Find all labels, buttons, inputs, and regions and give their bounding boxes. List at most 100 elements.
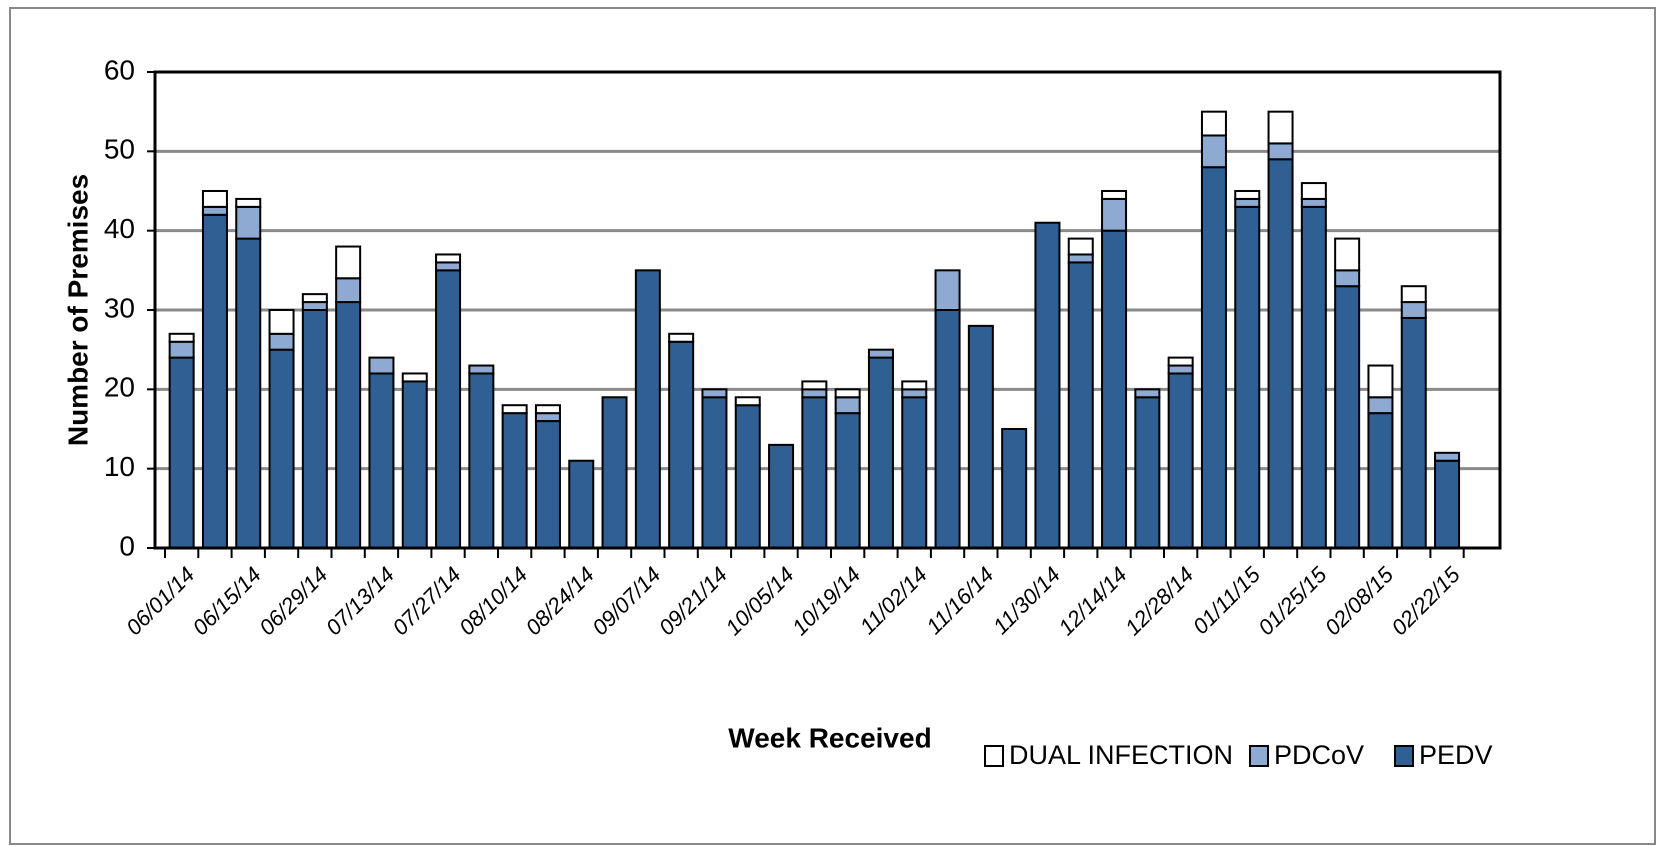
bar-segment [901, 396, 928, 549]
x-tick-label: 01/11/15 [1188, 561, 1266, 639]
bar-segment [534, 412, 561, 423]
bar-segment [801, 380, 828, 391]
x-tick-label: 07/27/14 [387, 562, 465, 640]
bar-segment [1334, 269, 1361, 288]
bar-segment [435, 261, 462, 272]
bar-segment [1200, 166, 1227, 549]
bar-segment [201, 205, 228, 216]
x-tick-label: 09/21/14 [654, 562, 732, 640]
x-tick-label: 01/25/15 [1253, 561, 1332, 640]
bar-segment [335, 301, 362, 550]
bar-segment [934, 269, 961, 312]
bar-segment [1234, 197, 1261, 208]
bar-segment [1400, 301, 1427, 319]
bar-segment [435, 253, 462, 264]
legend-swatch [1394, 745, 1414, 767]
x-tick-label: 10/19/14 [787, 562, 865, 640]
bar-segment [1267, 158, 1294, 549]
bar-segment [1167, 372, 1194, 550]
bar-segment [801, 388, 828, 399]
bar-segment [468, 372, 495, 550]
y-axis-title: Number of Premises [62, 174, 93, 446]
bar-segment [1300, 182, 1327, 200]
bar-segment [435, 269, 462, 549]
frame [9, 7, 1656, 845]
x-tick-label: 11/02/14 [855, 562, 932, 639]
x-tick-label: 09/07/14 [587, 562, 665, 640]
bar-segment [368, 356, 395, 375]
legend-label: DUAL INFECTION [1009, 740, 1233, 770]
x-axis-title: Week Received [728, 722, 931, 753]
legend-label: PDCoV [1274, 740, 1364, 770]
bar-segment [668, 340, 695, 549]
bar-segment [268, 309, 295, 335]
x-tick-label: 11/30/14 [988, 562, 1065, 639]
bar-segment [1134, 396, 1161, 549]
bar-segment [335, 245, 362, 280]
bar-segment [335, 277, 362, 304]
y-tick-label: 10 [104, 451, 135, 482]
x-tick-label: 11/16/14 [921, 562, 998, 639]
bar-segment [1434, 451, 1461, 462]
bar-segment [534, 404, 561, 415]
bar-segment [534, 420, 561, 550]
bar-segment [1234, 205, 1261, 549]
bar-segment [867, 356, 894, 549]
bar-segment [1267, 110, 1294, 145]
bar-segment [1001, 428, 1028, 549]
bar-segment [468, 364, 495, 375]
x-tick-label: 06/15/14 [188, 562, 266, 640]
bar-segment [1434, 459, 1461, 550]
bar-segment [701, 388, 728, 399]
bar-segment [201, 190, 228, 208]
bar-segment [634, 269, 661, 549]
x-tick-label: 10/05/14 [720, 562, 798, 640]
bar-segment [701, 396, 728, 549]
bar-segment [235, 205, 262, 240]
bar-segment [1267, 142, 1294, 161]
bar-segment [268, 348, 295, 549]
legend-swatch [1249, 745, 1269, 767]
bar-segment [734, 404, 761, 550]
y-tick-label: 30 [104, 292, 135, 323]
bar-segment [901, 388, 928, 399]
x-tick-label: 06/01/14 [121, 562, 199, 640]
bar-segment [1300, 205, 1327, 549]
bar-segment [601, 396, 628, 549]
x-tick-label: 12/28/14 [1120, 562, 1198, 640]
bar-segment [1200, 134, 1227, 169]
bar-segment [1200, 110, 1227, 137]
bar-segment [568, 459, 595, 550]
x-tick-label: 12/14/14 [1053, 562, 1131, 640]
x-tick-label: 07/13/14 [321, 562, 399, 640]
bar-segment [1400, 285, 1427, 304]
bar-segment [235, 197, 262, 208]
bar-segment [1367, 396, 1394, 415]
bar-segment [1067, 237, 1094, 256]
bar-segment [501, 412, 528, 549]
plot-border [153, 70, 1502, 550]
bar-segment [768, 443, 795, 549]
x-tick-label: 02/08/15 [1320, 561, 1399, 640]
bar-segment [801, 396, 828, 549]
bar-segment [1300, 197, 1327, 208]
bar-segment [1034, 221, 1061, 549]
bar-segment [235, 237, 262, 549]
bar-segment [1067, 253, 1094, 264]
bar-segment [734, 396, 761, 407]
y-tick-label: 50 [104, 134, 135, 165]
bar-segment [1067, 261, 1094, 549]
bar-segment [368, 372, 395, 550]
bar-segment [967, 324, 994, 549]
bar-segment [834, 396, 861, 415]
x-tick-label: 08/24/14 [521, 562, 599, 640]
bar-segment [1134, 388, 1161, 399]
bar-segment [1367, 364, 1394, 399]
bar-segment [401, 380, 428, 549]
bar-segment [401, 372, 428, 383]
y-tick-label: 60 [104, 54, 135, 85]
bar-segment [168, 356, 195, 549]
bar-segment [1167, 364, 1194, 375]
bar-segment [168, 332, 195, 343]
